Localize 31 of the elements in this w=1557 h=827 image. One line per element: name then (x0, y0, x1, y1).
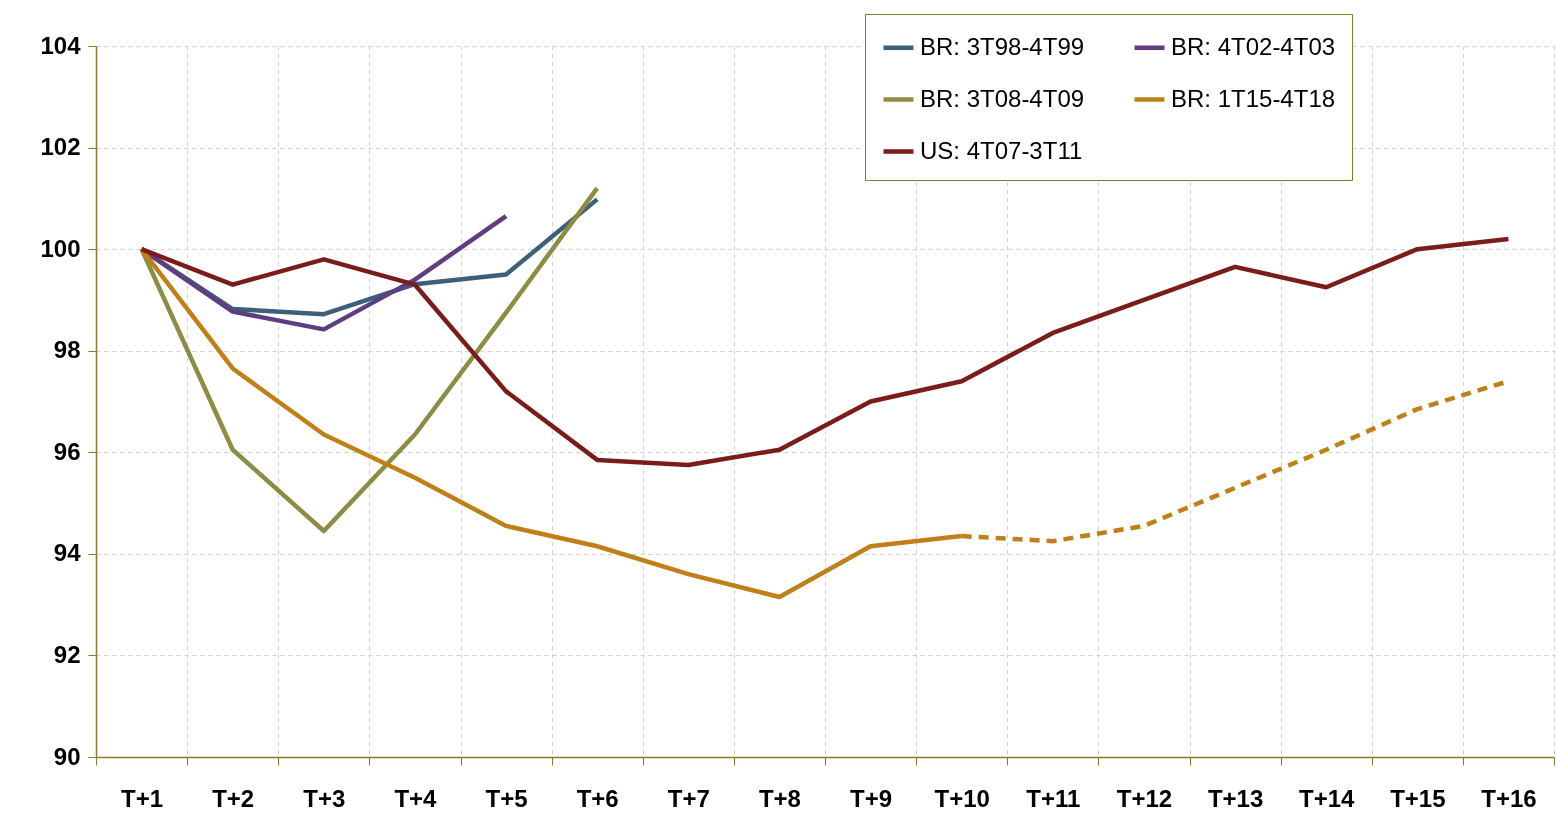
x-tick-label: T+2 (212, 784, 255, 812)
legend-label: BR: 3T08-4T09 (920, 84, 1085, 112)
y-tick-label: 102 (40, 133, 81, 161)
x-tick-label: T+7 (667, 784, 710, 812)
x-tick-label: T+16 (1481, 784, 1537, 812)
x-tick-label: T+11 (1026, 784, 1081, 812)
x-tick-label: T+8 (758, 784, 801, 812)
x-tick-label: T+6 (576, 784, 619, 812)
x-tick-label: T+5 (485, 784, 528, 812)
y-tick-label: 90 (53, 742, 81, 770)
line-series (139, 185, 600, 534)
legend-label: BR: 4T02-4T03 (1171, 32, 1336, 60)
x-tick-label: T+4 (394, 784, 438, 812)
y-tick-label: 100 (40, 234, 81, 262)
x-tick-label: T+15 (1390, 784, 1446, 812)
x-tick-label: T+10 (934, 784, 990, 812)
y-tick-label: 98 (53, 336, 81, 364)
x-tick-label: T+14 (1299, 784, 1356, 812)
legend-label: BR: 1T15-4T18 (1171, 84, 1336, 112)
x-tick-label: T+1 (121, 784, 164, 812)
legend-label: BR: 3T98-4T99 (920, 32, 1085, 60)
y-tick-label: 104 (40, 31, 82, 59)
y-tick-label: 92 (53, 640, 81, 668)
legend-label: US: 4T07-3T11 (920, 136, 1083, 164)
x-tick-label: T+13 (1207, 784, 1264, 812)
line-series (139, 236, 1511, 468)
y-tick-label: 96 (53, 437, 81, 465)
x-tick-label: T+3 (303, 784, 346, 812)
x-tick-label: T+9 (850, 784, 893, 812)
y-tick-label: 94 (53, 539, 82, 567)
x-tick-label: T+12 (1116, 784, 1173, 812)
